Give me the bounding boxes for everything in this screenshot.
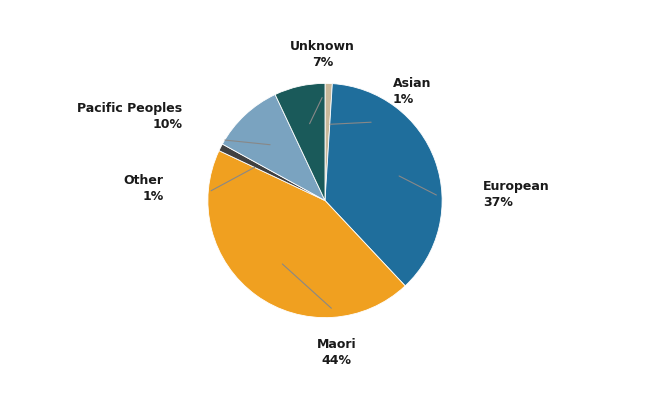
Text: Other
1%: Other 1% xyxy=(124,174,163,203)
Wedge shape xyxy=(222,95,325,200)
Text: Pacific Peoples
10%: Pacific Peoples 10% xyxy=(77,102,182,131)
Wedge shape xyxy=(325,83,442,286)
Text: European
37%: European 37% xyxy=(483,180,550,209)
Text: Asian
1%: Asian 1% xyxy=(393,77,432,106)
Text: Maori
44%: Maori 44% xyxy=(317,338,356,367)
Wedge shape xyxy=(275,83,325,200)
Wedge shape xyxy=(208,151,405,318)
Text: Unknown
7%: Unknown 7% xyxy=(290,40,355,69)
Wedge shape xyxy=(219,144,325,200)
Wedge shape xyxy=(325,83,332,200)
